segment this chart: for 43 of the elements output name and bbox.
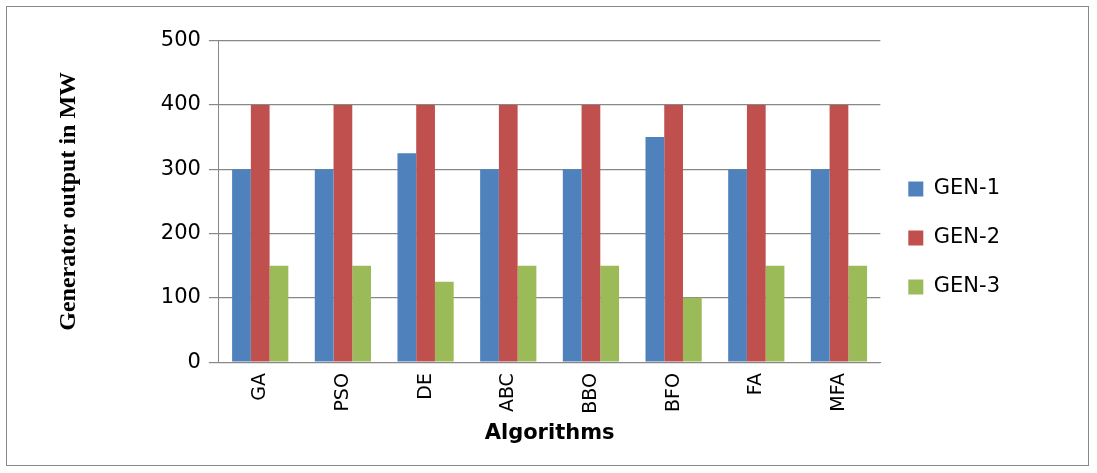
- x-tick-label: PSO: [329, 373, 352, 412]
- y-tick-label: 200: [160, 219, 201, 244]
- bar: [416, 104, 435, 362]
- bar: [810, 169, 830, 362]
- bar: [397, 153, 417, 362]
- bar: [829, 104, 849, 362]
- bar: [250, 104, 270, 362]
- x-tick-label: ABC: [495, 373, 518, 413]
- bar: [517, 265, 537, 362]
- bar: [682, 297, 702, 362]
- bar: [645, 137, 665, 362]
- y-tick-label: 0: [187, 348, 201, 373]
- x-tick-label: BFO: [660, 373, 683, 413]
- legend-label: GEN-1: [933, 175, 1001, 200]
- x-tick-label: MFA: [825, 373, 848, 412]
- bar: [314, 169, 334, 362]
- bar: [562, 169, 582, 362]
- bar: [664, 104, 683, 362]
- bar: [728, 169, 747, 362]
- y-tick-label: 300: [160, 155, 201, 180]
- bar: [848, 265, 868, 362]
- bar: [746, 104, 766, 362]
- bar: [581, 104, 601, 362]
- bar: [333, 104, 353, 362]
- y-tick-label: 500: [160, 27, 201, 52]
- legend-label: GEN-3: [933, 273, 1001, 298]
- x-tick-label: FA: [743, 373, 766, 396]
- bar: [269, 265, 289, 362]
- y-axis-title: Generator output in MW: [53, 71, 80, 331]
- bar: [352, 265, 372, 362]
- bar: [600, 265, 620, 362]
- x-tick-label: DE: [412, 373, 435, 400]
- bar: [232, 169, 251, 362]
- x-axis-title: Algorithms: [484, 419, 615, 444]
- bar: [480, 169, 499, 362]
- bar: [498, 104, 518, 362]
- x-tick-label: GA: [247, 373, 270, 401]
- y-tick-label: 400: [160, 91, 201, 116]
- legend-label: GEN-2: [933, 224, 1001, 249]
- x-tick-label: BBO: [577, 373, 600, 414]
- y-tick-label: 100: [160, 284, 201, 309]
- bar: [765, 265, 785, 362]
- bar: [434, 281, 454, 362]
